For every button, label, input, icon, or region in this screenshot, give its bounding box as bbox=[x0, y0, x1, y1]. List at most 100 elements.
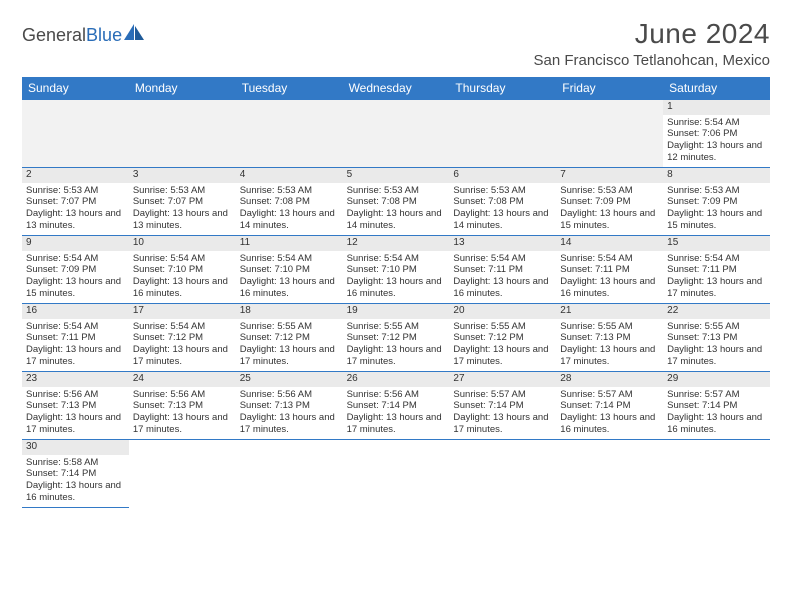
calendar-cell-trailing bbox=[663, 440, 770, 508]
sunset-line: Sunset: 7:12 PM bbox=[453, 332, 552, 344]
brand-name-general: General bbox=[22, 25, 86, 45]
daylight-line: Daylight: 13 hours and 12 minutes. bbox=[667, 140, 766, 164]
calendar-header-row: SundayMondayTuesdayWednesdayThursdayFrid… bbox=[22, 77, 770, 100]
daylight-line: Daylight: 13 hours and 14 minutes. bbox=[240, 208, 339, 232]
day-number: 19 bbox=[343, 304, 450, 319]
day-number: 27 bbox=[449, 372, 556, 387]
day-number: 23 bbox=[22, 372, 129, 387]
calendar-cell: 24Sunrise: 5:56 AMSunset: 7:13 PMDayligh… bbox=[129, 372, 236, 440]
sunset-line: Sunset: 7:13 PM bbox=[667, 332, 766, 344]
sunrise-line: Sunrise: 5:55 AM bbox=[347, 321, 446, 333]
calendar-cell: 1Sunrise: 5:54 AMSunset: 7:06 PMDaylight… bbox=[663, 100, 770, 168]
calendar-cell: 19Sunrise: 5:55 AMSunset: 7:12 PMDayligh… bbox=[343, 304, 450, 372]
sunrise-line: Sunrise: 5:54 AM bbox=[133, 321, 232, 333]
daylight-line: Daylight: 13 hours and 13 minutes. bbox=[133, 208, 232, 232]
sunset-line: Sunset: 7:11 PM bbox=[453, 264, 552, 276]
sunrise-line: Sunrise: 5:57 AM bbox=[560, 389, 659, 401]
calendar-cell-trailing bbox=[236, 440, 343, 508]
sunrise-line: Sunrise: 5:55 AM bbox=[240, 321, 339, 333]
sail-icon bbox=[124, 24, 146, 47]
sunset-line: Sunset: 7:14 PM bbox=[560, 400, 659, 412]
sunset-line: Sunset: 7:07 PM bbox=[133, 196, 232, 208]
daylight-line: Daylight: 13 hours and 15 minutes. bbox=[26, 276, 125, 300]
calendar-cell: 26Sunrise: 5:56 AMSunset: 7:14 PMDayligh… bbox=[343, 372, 450, 440]
calendar-cell: 3 Sunrise: 5:53 AMSunset: 7:07 PMDaylight… bbox=[129, 168, 236, 236]
calendar-cell: 15Sunrise: 5:54 AMSunset: 7:11 PMDayligh… bbox=[663, 236, 770, 304]
day-number: 28 bbox=[556, 372, 663, 387]
sunrise-line: Sunrise: 5:54 AM bbox=[347, 253, 446, 265]
daylight-line: Daylight: 13 hours and 14 minutes. bbox=[347, 208, 446, 232]
daylight-line: Daylight: 13 hours and 16 minutes. bbox=[560, 276, 659, 300]
sunset-line: Sunset: 7:10 PM bbox=[240, 264, 339, 276]
sunset-line: Sunset: 7:11 PM bbox=[26, 332, 125, 344]
daylight-line: Daylight: 13 hours and 16 minutes. bbox=[240, 276, 339, 300]
calendar-body: 1Sunrise: 5:54 AMSunset: 7:06 PMDaylight… bbox=[22, 100, 770, 508]
day-number: 18 bbox=[236, 304, 343, 319]
weekday-header: Friday bbox=[556, 77, 663, 100]
calendar-cell-empty bbox=[129, 100, 236, 168]
daylight-line: Daylight: 13 hours and 17 minutes. bbox=[453, 344, 552, 368]
sunrise-line: Sunrise: 5:54 AM bbox=[240, 253, 339, 265]
calendar-cell: 25Sunrise: 5:56 AMSunset: 7:13 PMDayligh… bbox=[236, 372, 343, 440]
sunrise-line: Sunrise: 5:56 AM bbox=[133, 389, 232, 401]
sunset-line: Sunset: 7:14 PM bbox=[26, 468, 125, 480]
daylight-line: Daylight: 13 hours and 17 minutes. bbox=[347, 412, 446, 436]
calendar-cell: 7Sunrise: 5:53 AMSunset: 7:09 PMDaylight… bbox=[556, 168, 663, 236]
sunrise-line: Sunrise: 5:55 AM bbox=[667, 321, 766, 333]
day-number: 3 bbox=[129, 168, 236, 183]
day-number: 8 bbox=[663, 168, 770, 183]
calendar-cell: 16Sunrise: 5:54 AMSunset: 7:11 PMDayligh… bbox=[22, 304, 129, 372]
sunrise-line: Sunrise: 5:56 AM bbox=[26, 389, 125, 401]
daylight-line: Daylight: 13 hours and 15 minutes. bbox=[667, 208, 766, 232]
day-number: 21 bbox=[556, 304, 663, 319]
day-number: 30 bbox=[22, 440, 129, 455]
sunset-line: Sunset: 7:13 PM bbox=[240, 400, 339, 412]
daylight-line: Daylight: 13 hours and 16 minutes. bbox=[26, 480, 125, 504]
day-number: 6 bbox=[449, 168, 556, 183]
calendar-cell: 9Sunrise: 5:54 AMSunset: 7:09 PMDaylight… bbox=[22, 236, 129, 304]
calendar-cell: 2Sunrise: 5:53 AMSunset: 7:07 PMDaylight… bbox=[22, 168, 129, 236]
day-number: 29 bbox=[663, 372, 770, 387]
calendar-cell: 8 Sunrise: 5:53 AMSunset: 7:09 PMDaylight… bbox=[663, 168, 770, 236]
sunrise-line: Sunrise: 5:58 AM bbox=[26, 457, 125, 469]
calendar-cell: 10Sunrise: 5:54 AMSunset: 7:10 PMDayligh… bbox=[129, 236, 236, 304]
sunrise-line: Sunrise: 5:54 AM bbox=[560, 253, 659, 265]
sunrise-line: Sunrise: 5:53 AM bbox=[560, 185, 659, 197]
daylight-line: Daylight: 13 hours and 13 minutes. bbox=[26, 208, 125, 232]
sunrise-line: Sunrise: 5:57 AM bbox=[667, 389, 766, 401]
sunrise-line: Sunrise: 5:54 AM bbox=[26, 321, 125, 333]
sunset-line: Sunset: 7:12 PM bbox=[347, 332, 446, 344]
sunset-line: Sunset: 7:13 PM bbox=[560, 332, 659, 344]
calendar-cell-empty bbox=[236, 100, 343, 168]
sunset-line: Sunset: 7:09 PM bbox=[560, 196, 659, 208]
calendar-cell: 17Sunrise: 5:54 AMSunset: 7:12 PMDayligh… bbox=[129, 304, 236, 372]
calendar-cell: 30 Sunrise: 5:58 AMSunset: 7:14 PMDayligh… bbox=[22, 440, 129, 508]
sunrise-line: Sunrise: 5:53 AM bbox=[347, 185, 446, 197]
day-number: 20 bbox=[449, 304, 556, 319]
calendar-cell: 29Sunrise: 5:57 AMSunset: 7:14 PMDayligh… bbox=[663, 372, 770, 440]
calendar: SundayMondayTuesdayWednesdayThursdayFrid… bbox=[22, 77, 770, 508]
sunrise-line: Sunrise: 5:53 AM bbox=[667, 185, 766, 197]
day-number: 1 bbox=[663, 100, 770, 115]
month-title: June 2024 bbox=[533, 18, 770, 50]
calendar-cell-trailing bbox=[556, 440, 663, 508]
calendar-cell: 27Sunrise: 5:57 AMSunset: 7:14 PMDayligh… bbox=[449, 372, 556, 440]
sunrise-line: Sunrise: 5:53 AM bbox=[133, 185, 232, 197]
calendar-cell-empty bbox=[449, 100, 556, 168]
day-number: 2 bbox=[22, 168, 129, 183]
day-number: 11 bbox=[236, 236, 343, 251]
calendar-cell: 14Sunrise: 5:54 AMSunset: 7:11 PMDayligh… bbox=[556, 236, 663, 304]
daylight-line: Daylight: 13 hours and 15 minutes. bbox=[560, 208, 659, 232]
daylight-line: Daylight: 13 hours and 17 minutes. bbox=[133, 344, 232, 368]
sunrise-line: Sunrise: 5:54 AM bbox=[667, 117, 766, 129]
calendar-cell: 4Sunrise: 5:53 AMSunset: 7:08 PMDaylight… bbox=[236, 168, 343, 236]
sunset-line: Sunset: 7:13 PM bbox=[26, 400, 125, 412]
calendar-cell: 11 Sunrise: 5:54 AMSunset: 7:10 PMDayligh… bbox=[236, 236, 343, 304]
sunrise-line: Sunrise: 5:54 AM bbox=[133, 253, 232, 265]
weekday-header: Saturday bbox=[663, 77, 770, 100]
sunrise-line: Sunrise: 5:54 AM bbox=[453, 253, 552, 265]
sunset-line: Sunset: 7:09 PM bbox=[667, 196, 766, 208]
sunrise-line: Sunrise: 5:53 AM bbox=[240, 185, 339, 197]
day-number: 10 bbox=[129, 236, 236, 251]
calendar-cell-trailing bbox=[449, 440, 556, 508]
